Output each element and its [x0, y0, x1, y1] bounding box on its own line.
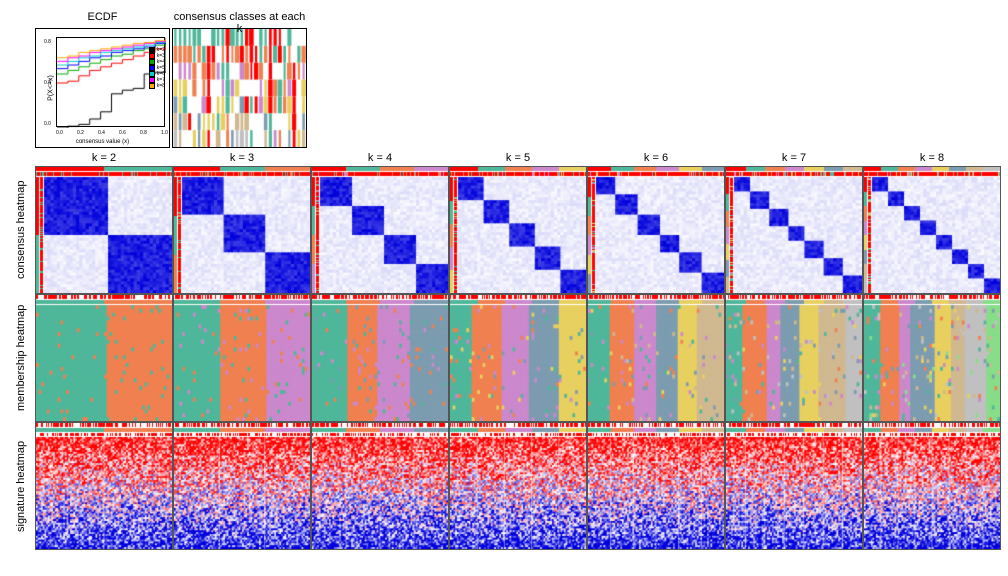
row-label-0: consensus heatmap [10, 166, 32, 294]
membership-heatmap-k7 [725, 294, 863, 422]
consensus-heatmap-k3 [173, 166, 311, 294]
membership-heatmap-k8 [863, 294, 1001, 422]
ecdf-ylabel: P(X<=x) [47, 75, 54, 101]
consensus-heatmap-k4 [311, 166, 449, 294]
consensus-heatmap-k2 [35, 166, 173, 294]
col-header-k6: k = 6 [587, 152, 725, 164]
row-label-1: membership heatmap [10, 294, 32, 422]
ecdf-legend: k=2k=3k=4k=5k=6k=7k=8 [149, 47, 165, 89]
ecdf-title: ECDF [36, 11, 169, 23]
top-row: ECDF P(X<=x) consensus value (x) k=2k=3k… [35, 28, 1008, 148]
classes-panel: consensus classes at each k [172, 28, 307, 148]
signature-heatmap-k7 [725, 422, 863, 550]
consensus-heatmap-k8 [863, 166, 1001, 294]
membership-heatmap-k6 [587, 294, 725, 422]
membership-heatmap-k4 [311, 294, 449, 422]
signature-heatmap-k6 [587, 422, 725, 550]
classes-plot [173, 29, 306, 147]
classes-title: consensus classes at each k [173, 11, 306, 35]
signature-heatmap-k5 [449, 422, 587, 550]
col-header-k5: k = 5 [449, 152, 587, 164]
col-header-k2: k = 2 [35, 152, 173, 164]
signature-heatmap-k2 [35, 422, 173, 550]
membership-heatmap-k3 [173, 294, 311, 422]
ecdf-panel: ECDF P(X<=x) consensus value (x) k=2k=3k… [35, 28, 170, 148]
signature-heatmap-k4 [311, 422, 449, 550]
membership-heatmap-k5 [449, 294, 587, 422]
membership-heatmap-k2 [35, 294, 173, 422]
heatmap-grid [35, 166, 1001, 550]
column-headers: k = 2k = 3k = 4k = 5k = 6k = 7k = 8 [35, 152, 1008, 166]
consensus-heatmap-k7 [725, 166, 863, 294]
row-labels: consensus heatmapmembership heatmapsigna… [10, 166, 35, 550]
col-header-k7: k = 7 [725, 152, 863, 164]
col-header-k4: k = 4 [311, 152, 449, 164]
ecdf-xlabel: consensus value (x) [76, 139, 129, 145]
signature-heatmap-k8 [863, 422, 1001, 550]
signature-heatmap-k3 [173, 422, 311, 550]
row-label-2: signature heatmap [10, 422, 32, 550]
consensus-heatmap-k5 [449, 166, 587, 294]
col-header-k3: k = 3 [173, 152, 311, 164]
col-header-k8: k = 8 [863, 152, 1001, 164]
consensus-heatmap-k6 [587, 166, 725, 294]
